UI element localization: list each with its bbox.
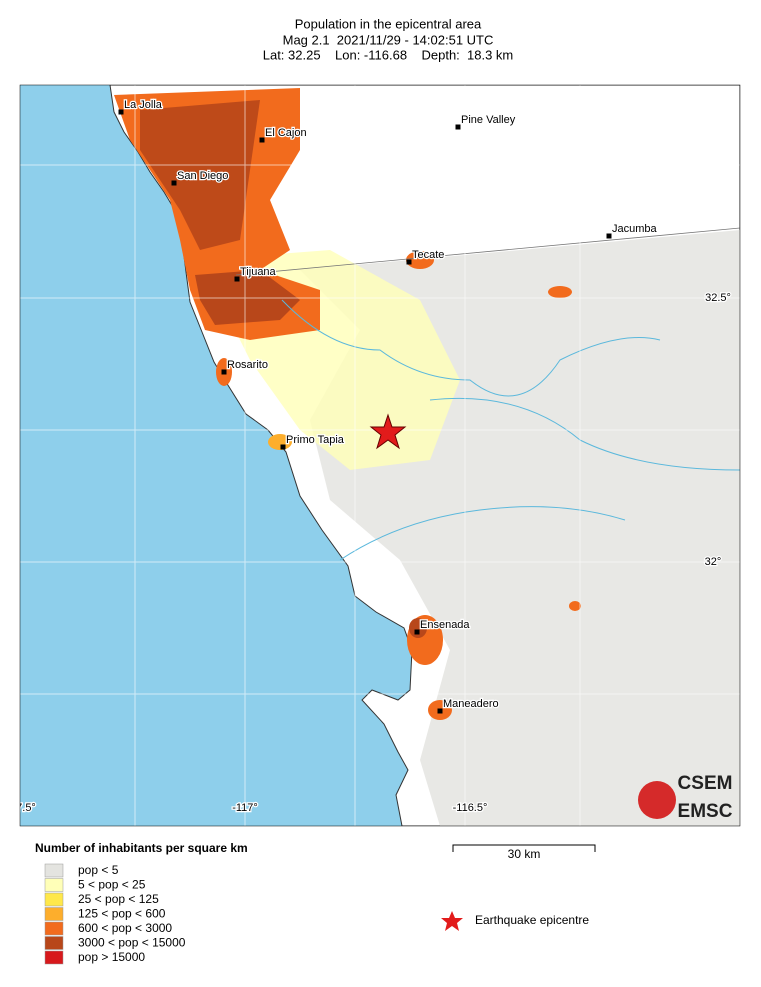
city-label: Rosarito xyxy=(227,359,268,371)
urban-area xyxy=(548,286,572,298)
scale-label: 30 km xyxy=(508,847,541,861)
urban-area xyxy=(569,601,581,611)
urban-area xyxy=(406,251,434,269)
legend-swatch xyxy=(44,936,64,950)
epicentre xyxy=(369,413,407,450)
lon-label: 7.5° xyxy=(16,802,36,814)
city-marker xyxy=(606,233,612,239)
city-label: Tijuana xyxy=(240,266,277,278)
lat-label: 32° xyxy=(705,556,722,568)
legend-star xyxy=(441,911,463,931)
city-label: Primo Tapia xyxy=(286,434,345,446)
city-marker xyxy=(437,708,443,714)
city-label: El Cajon xyxy=(265,127,307,139)
legend-label: pop > 15000 xyxy=(78,950,145,964)
city-marker xyxy=(171,180,177,186)
city-label: San Diego xyxy=(177,170,228,182)
logo-text: EMSC xyxy=(678,801,733,822)
urban-area xyxy=(268,434,292,450)
city-label: Tecate xyxy=(412,249,444,261)
legend-epicentre: Earthquake epicentre xyxy=(475,913,589,927)
city-marker xyxy=(455,124,461,130)
lon-label: -116.5° xyxy=(453,802,488,814)
city-marker xyxy=(280,444,286,450)
city-marker xyxy=(414,629,420,635)
city-label: Maneadero xyxy=(443,698,499,710)
city-label: La Jolla xyxy=(124,99,163,111)
subtitle: Lat: 32.25 Lon: -116.68 Depth: 18.3 km xyxy=(263,47,514,62)
scale-bar xyxy=(452,844,596,852)
city-label: Ensenada xyxy=(420,619,470,631)
legend-label: pop < 5 xyxy=(78,863,119,877)
map-frame xyxy=(19,84,741,827)
legend-label: 600 < pop < 3000 xyxy=(78,921,172,935)
city-marker xyxy=(234,276,240,282)
map: La Jolla El Cajon Pine Valley San Diego Jacu… xyxy=(16,85,740,826)
legend-swatch xyxy=(44,863,64,878)
border xyxy=(235,227,740,276)
legend-label: 25 < pop < 125 xyxy=(78,892,159,906)
city-marker xyxy=(221,369,227,375)
city-marker xyxy=(118,109,124,115)
legend-swatch xyxy=(44,950,64,965)
urban-core xyxy=(409,618,427,638)
city-marker xyxy=(259,137,265,143)
city-label: Jacumba xyxy=(612,223,658,235)
legend-label: 3000 < pop < 15000 xyxy=(78,936,186,950)
legend-swatch xyxy=(44,892,64,907)
legend-title: Number of inhabitants per square km xyxy=(35,841,248,855)
logo: CSEM EMSC xyxy=(638,773,733,822)
legend-swatch xyxy=(44,907,64,921)
subtitle: Mag 2.1 2021/11/29 - 14:02:51 UTC xyxy=(283,32,494,47)
city-marker xyxy=(406,259,412,265)
cities: La Jolla El Cajon Pine Valley San Diego Jacu… xyxy=(118,98,659,714)
title: Population in the epicentral area xyxy=(295,16,482,31)
legend-label: 125 < pop < 600 xyxy=(78,907,166,921)
legend-label: 5 < pop < 25 xyxy=(78,878,146,892)
logo-text: CSEM xyxy=(678,773,733,794)
lon-label: -117° xyxy=(232,802,258,814)
urban-core xyxy=(140,100,260,250)
legend-swatch xyxy=(44,921,64,936)
legend-swatch xyxy=(44,878,64,892)
city-label: Pine Valley xyxy=(461,114,516,126)
lat-label: 32.5° xyxy=(705,292,731,304)
